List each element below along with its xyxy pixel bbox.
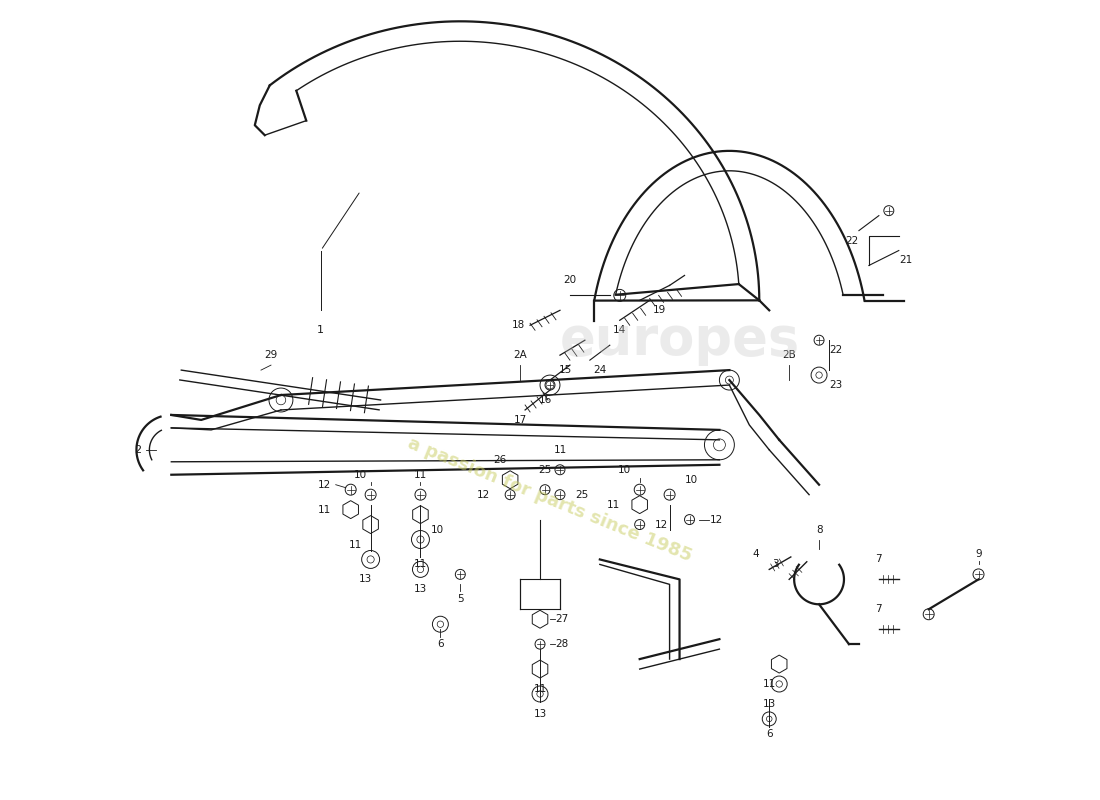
Text: 8: 8 (816, 525, 823, 534)
Text: europes: europes (560, 314, 800, 366)
Text: 17: 17 (514, 415, 527, 425)
Text: 12: 12 (318, 480, 331, 490)
Text: 11: 11 (606, 500, 619, 510)
Text: 19: 19 (653, 306, 667, 315)
Text: 9: 9 (976, 550, 982, 559)
Text: 15: 15 (559, 365, 572, 375)
Text: 26: 26 (494, 454, 507, 465)
Text: 10: 10 (430, 525, 443, 534)
Text: 11: 11 (414, 470, 427, 480)
Text: 12: 12 (477, 490, 491, 500)
Text: 6: 6 (766, 729, 772, 739)
Text: 22: 22 (829, 345, 843, 355)
Text: 11: 11 (414, 559, 427, 570)
Text: 7: 7 (876, 554, 882, 565)
Text: 23: 23 (829, 380, 843, 390)
Text: 28: 28 (556, 639, 569, 649)
Text: 11: 11 (318, 505, 331, 514)
Text: 12: 12 (654, 519, 668, 530)
Text: 20: 20 (563, 275, 576, 286)
Text: a passion for parts since 1985: a passion for parts since 1985 (405, 434, 695, 565)
Text: 27: 27 (556, 614, 569, 624)
Text: 25: 25 (575, 490, 589, 500)
Text: 25: 25 (538, 465, 551, 474)
Text: 11: 11 (762, 679, 776, 689)
Text: 2A: 2A (514, 350, 527, 360)
Text: 10: 10 (354, 470, 367, 480)
Text: 14: 14 (613, 326, 626, 335)
Text: 12: 12 (710, 514, 723, 525)
Text: 13: 13 (359, 574, 372, 584)
Text: 13: 13 (762, 699, 776, 709)
Text: 13: 13 (534, 709, 547, 719)
Text: 2B: 2B (782, 350, 796, 360)
Text: 22: 22 (846, 235, 859, 246)
Text: 13: 13 (414, 584, 427, 594)
Text: 2: 2 (134, 445, 142, 455)
Text: 10: 10 (684, 474, 697, 485)
Text: 4: 4 (752, 550, 759, 559)
Text: 29: 29 (264, 350, 277, 360)
Text: 1: 1 (317, 326, 324, 335)
Text: 7: 7 (876, 604, 882, 614)
Text: 3: 3 (772, 559, 779, 570)
Text: 18: 18 (512, 320, 525, 330)
Text: 11: 11 (534, 684, 547, 694)
Text: 16: 16 (538, 395, 551, 405)
Text: 6: 6 (437, 639, 443, 649)
Text: 11: 11 (349, 539, 362, 550)
Text: 24: 24 (593, 365, 606, 375)
Text: 10: 10 (618, 465, 631, 474)
Text: 5: 5 (456, 594, 463, 604)
Text: 21: 21 (899, 255, 912, 266)
Text: 11: 11 (553, 445, 566, 455)
